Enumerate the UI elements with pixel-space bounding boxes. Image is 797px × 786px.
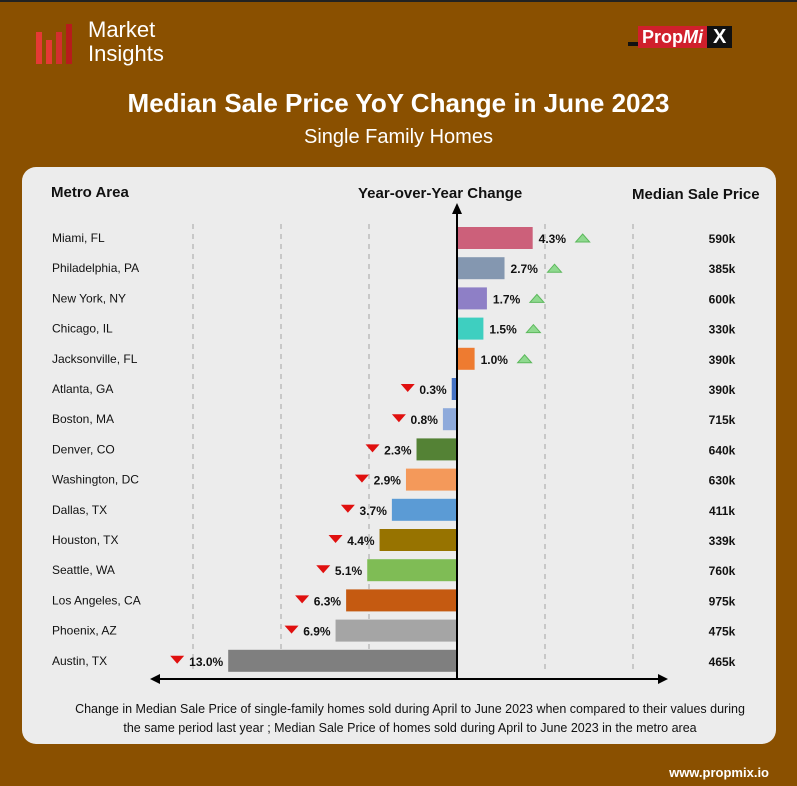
value-label: 2.3% (384, 443, 412, 457)
metro-label: Washington, DC (52, 473, 139, 487)
value-label: 5.1% (335, 564, 363, 578)
metro-label: Boston, MA (52, 412, 114, 426)
metro-label: New York, NY (52, 291, 126, 305)
value-label: 6.9% (303, 625, 331, 639)
value-label: 0.3% (419, 383, 447, 397)
propmix-logo: PropMi X (628, 26, 733, 48)
chart-subtitle: Single Family Homes (304, 126, 493, 148)
down-arrow-icon (316, 565, 331, 574)
price-label: 339k (709, 534, 736, 548)
value-label: 1.0% (481, 353, 509, 367)
bar (442, 408, 457, 431)
bar (451, 378, 457, 400)
axis-arrow-right-icon (658, 674, 668, 684)
metro-label: Austin, TX (52, 654, 107, 668)
metro-label: Houston, TX (52, 533, 118, 547)
value-label: 3.7% (360, 504, 388, 518)
metro-label: Philadelphia, PA (52, 261, 139, 275)
up-arrow-icon (546, 263, 563, 273)
metro-label: Atlanta, GA (52, 382, 113, 396)
down-arrow-icon (340, 504, 355, 513)
price-label: 600k (709, 292, 736, 306)
bar (416, 438, 457, 461)
metro-label: Denver, CO (52, 442, 115, 456)
chart-card (22, 167, 776, 744)
footnote: Change in Median Sale Price of single-fa… (75, 702, 745, 735)
value-label: 0.8% (411, 413, 439, 427)
price-label: 390k (709, 353, 736, 367)
price-label: 465k (709, 655, 736, 669)
bar (228, 649, 457, 672)
bar (457, 287, 487, 310)
down-arrow-icon (354, 474, 369, 483)
up-arrow-icon (574, 233, 591, 243)
down-arrow-icon (328, 535, 343, 543)
price-label: 385k (709, 262, 736, 276)
axis-arrow-left-icon (150, 674, 160, 684)
bar (391, 498, 457, 521)
change-header: Year-over-Year Change (358, 185, 523, 202)
bar (457, 317, 484, 340)
up-arrow-icon (525, 323, 542, 334)
bar (379, 529, 457, 551)
down-arrow-icon (284, 625, 299, 634)
price-label: 411k (709, 504, 735, 518)
price-label: 475k (709, 625, 736, 639)
down-arrow-icon (365, 444, 380, 453)
value-label: 2.7% (511, 262, 539, 276)
bar (405, 468, 457, 491)
price-label: 975k (709, 594, 736, 608)
value-label: 6.3% (314, 594, 342, 608)
website-url: www.propmix.io (669, 765, 769, 780)
down-arrow-icon (170, 655, 185, 664)
down-arrow-icon (295, 595, 310, 604)
bar (457, 227, 533, 249)
metro-label: Phoenix, AZ (52, 624, 117, 638)
up-arrow-icon (516, 354, 533, 364)
axis-arrow-up-icon (452, 203, 462, 214)
metro-label: Jacksonville, FL (52, 352, 138, 366)
price-label: 715k (709, 413, 736, 427)
bar (367, 559, 457, 582)
price-label: 390k (709, 383, 736, 397)
metro-label: Miami, FL (52, 231, 105, 245)
market-insights-logo: Market Insights (88, 17, 164, 66)
value-label: 4.3% (539, 232, 567, 246)
metro-label: Los Angeles, CA (52, 593, 141, 607)
value-label: 1.5% (489, 323, 517, 337)
metro-label: Dallas, TX (52, 503, 107, 517)
chart-title: Median Sale Price YoY Change in June 202… (127, 88, 670, 118)
price-label: 760k (709, 564, 736, 578)
logo-bars-icon (36, 24, 81, 64)
metro-header: Metro Area (51, 184, 129, 201)
price-label: 630k (709, 474, 736, 488)
price-label: 640k (709, 443, 736, 457)
bar (457, 257, 505, 280)
value-label: 13.0% (189, 655, 223, 669)
down-arrow-icon (391, 414, 406, 423)
metro-label: Chicago, IL (52, 322, 113, 336)
price-header: Median Sale Price (632, 186, 760, 203)
down-arrow-icon (400, 384, 415, 392)
bar (457, 347, 475, 370)
value-label: 2.9% (374, 474, 402, 488)
metro-label: Seattle, WA (52, 563, 115, 577)
value-label: 4.4% (347, 534, 375, 548)
price-label: 590k (709, 232, 736, 246)
value-label: 1.7% (493, 292, 521, 306)
price-label: 330k (709, 323, 736, 337)
bar (335, 619, 457, 642)
up-arrow-icon (528, 293, 546, 303)
bar (346, 589, 457, 612)
